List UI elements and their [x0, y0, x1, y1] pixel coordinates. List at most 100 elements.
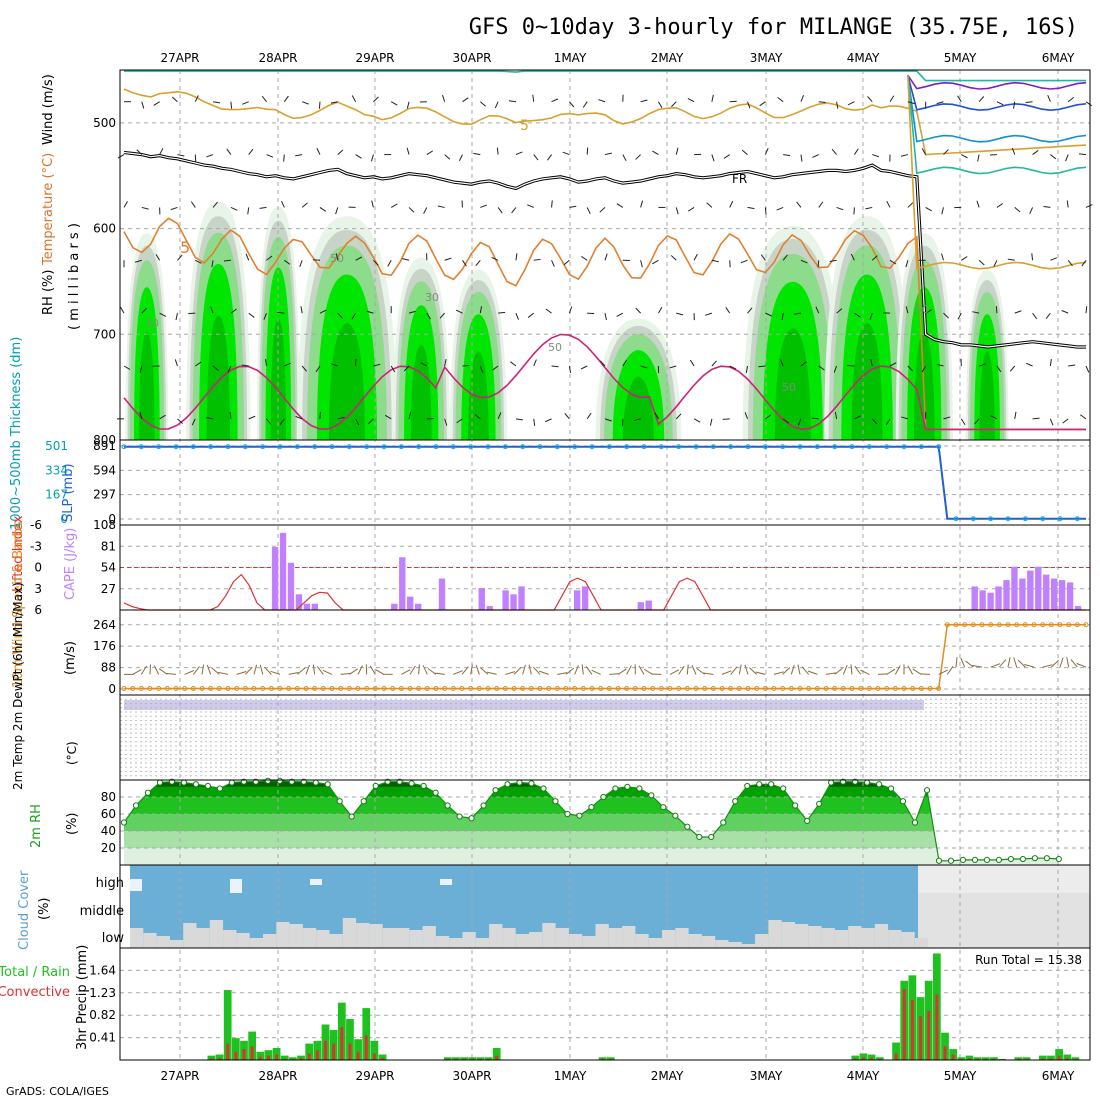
precip-convective-bar: [250, 1046, 254, 1060]
wind-barb: [408, 310, 416, 314]
rh2m-marker: [156, 779, 164, 786]
precip-convective-bar: [307, 1053, 311, 1060]
cape-bar: [1058, 580, 1066, 610]
wind-barb: [226, 148, 232, 155]
precip-convective-bar: [446, 1058, 450, 1060]
cloud-low-block: [143, 933, 157, 948]
rh2m-marker: [408, 780, 415, 787]
precip-convective-bar: [894, 1053, 898, 1060]
wind10m-barb: [236, 670, 247, 675]
wind-barb: [977, 154, 980, 162]
freezing-level-line-inner: [123, 151, 1086, 348]
wind-barb: [996, 365, 1002, 373]
rh2m-units: (%): [65, 813, 80, 836]
wind-speed-marker: [355, 686, 361, 692]
wind10m-barb: [738, 664, 742, 675]
wind-barb: [833, 365, 838, 373]
wind-barb: [996, 101, 1004, 106]
wind-barb: [170, 206, 178, 211]
wind-barb: [1050, 154, 1057, 160]
wind-speed-marker: [433, 686, 439, 692]
precip-rain-bar: [484, 1057, 493, 1060]
wind10m-barb: [312, 664, 316, 675]
wind10m-barb: [782, 667, 791, 675]
precip-convective-bar: [372, 1053, 376, 1060]
wind-barb: [818, 101, 826, 103]
cloud-low-block: [834, 930, 849, 948]
wind-barb: [437, 205, 445, 208]
rh2m-marker: [276, 777, 283, 784]
rh-blob: [851, 323, 883, 440]
cloud-low-block: [755, 934, 769, 948]
wind-barb: [889, 362, 897, 367]
wind10m-barb: [532, 666, 541, 675]
wind10m-barb: [264, 666, 272, 675]
wind-barb: [319, 309, 327, 314]
wind-barb: [669, 365, 677, 369]
wind-barb: [171, 96, 178, 103]
wind10m-barb: [877, 673, 889, 675]
cloud-low-block: [542, 923, 556, 948]
wind-barb: [907, 101, 915, 105]
contour-label-fr: FR: [732, 172, 747, 186]
cape-bar: [987, 592, 994, 610]
thick-tick-label: 334: [45, 463, 68, 477]
wind10m-barb: [218, 671, 229, 675]
precip-convective-bar: [1065, 1057, 1069, 1060]
rh2m-marker: [648, 792, 655, 799]
contour-label-10: 10: [145, 317, 159, 330]
precip-convective-bar: [1041, 1058, 1045, 1060]
precip-convective-bar: [943, 1046, 947, 1060]
wind10m-barb: [340, 673, 351, 675]
wind-barb: [259, 206, 267, 209]
wind-speed-marker: [832, 686, 838, 692]
rh2m-marker: [899, 798, 907, 805]
wind-speed-marker: [372, 686, 378, 692]
wind-barb: [532, 94, 535, 102]
wind-barb: [1062, 418, 1069, 424]
rh2m-marker: [144, 789, 152, 796]
slp-marker: [1005, 516, 1011, 522]
wind-speed-marker: [953, 622, 959, 628]
wind10m-barb: [201, 664, 205, 675]
cape-bar: [287, 562, 295, 610]
li-line: [123, 573, 1086, 611]
wind10m-barb: [158, 668, 168, 675]
rh2m-marker: [564, 810, 571, 818]
rh-shading: [125, 201, 1009, 440]
rh2m-marker: [312, 779, 319, 786]
rh2m-marker: [684, 823, 691, 830]
precip-convective-bar: [478, 1058, 482, 1060]
wind-speed-marker: [424, 686, 430, 692]
wind-speed-marker: [944, 622, 950, 628]
wind-speed-marker: [823, 686, 829, 692]
wind-barb: [654, 412, 659, 420]
wind-speed-marker: [875, 686, 881, 692]
wind-barb: [1032, 312, 1038, 320]
wind-barb: [544, 418, 552, 423]
rh2m-marker: [1031, 855, 1038, 862]
wind-speed-marker: [416, 686, 422, 692]
wind-barb: [279, 418, 285, 425]
precip-rain-bar: [248, 1031, 257, 1060]
isotherm-post: [907, 74, 1087, 90]
wind-barb: [139, 411, 143, 419]
wind10m-barb: [998, 659, 1007, 668]
wind-barb: [865, 206, 873, 210]
wind-barb: [563, 259, 570, 266]
isotherm-post: [907, 75, 1087, 270]
cloud-low-block: [130, 928, 144, 948]
wind-barb: [1066, 200, 1069, 208]
footer-credit: GrADS: COLA/IGES: [6, 1085, 109, 1098]
precip-convective-bar: [299, 1057, 303, 1060]
precip-convective-bar: [267, 1055, 270, 1060]
wind-barb: [670, 255, 677, 261]
wind10m-barb: [972, 665, 983, 668]
wind-barb: [782, 254, 788, 261]
wind-barb: [527, 204, 534, 208]
wind-barb: [337, 312, 343, 319]
wind-barb: [1065, 154, 1069, 162]
wind-barb: [426, 150, 434, 155]
wind-speed-marker: [164, 686, 170, 692]
wind10m-barb: [703, 672, 714, 675]
